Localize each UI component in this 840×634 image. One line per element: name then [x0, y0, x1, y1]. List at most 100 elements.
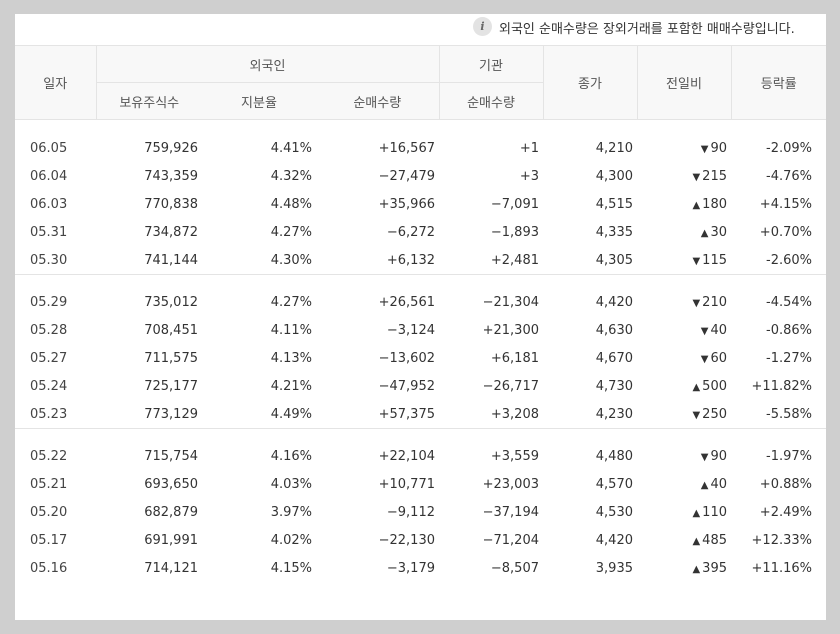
change-cell: ▲ 395	[637, 554, 731, 582]
header-close: 종가	[542, 45, 637, 120]
header-holdings: 보유주식수	[95, 82, 202, 120]
ratio-cell: 4.13%	[270, 350, 312, 366]
change-value: 500	[702, 378, 727, 394]
ratio-cell: 4.03%	[270, 476, 312, 492]
date-cell: 06.03	[30, 196, 68, 212]
rate-cell: +11.82%	[751, 378, 812, 394]
triangle-down-icon: ▼	[700, 451, 709, 463]
change-cell: ▼ 90	[637, 134, 731, 162]
net-inst-cell: +2,481	[490, 252, 539, 268]
header-foreign: 외국인	[95, 45, 439, 83]
holdings-cell: 693,650	[144, 476, 198, 492]
rate-cell: +0.70%	[759, 224, 812, 240]
header-institution: 기관	[438, 45, 543, 83]
net-foreign-cell: +16,567	[378, 140, 435, 156]
rate-cell: +4.15%	[759, 196, 812, 212]
close-cell: 4,515	[595, 196, 633, 212]
change-value: 180	[702, 196, 727, 212]
holdings-cell: 715,754	[144, 448, 198, 464]
holdings-cell: 691,991	[144, 532, 198, 548]
group-divider	[15, 428, 826, 442]
triangle-up-icon: ▲	[692, 535, 701, 547]
date-cell: 06.05	[30, 140, 68, 156]
header-rate: 등락률	[730, 45, 826, 120]
rate-cell: -4.76%	[766, 168, 812, 184]
triangle-down-icon: ▼	[692, 409, 701, 421]
change-cell: ▼ 210	[637, 288, 731, 316]
notice-text: 외국인 순매수량은 장외거래를 포함한 매매수량입니다.	[499, 22, 795, 37]
net-inst-cell: −7,091	[490, 196, 539, 212]
change-value: 90	[710, 448, 727, 464]
close-cell: 4,730	[595, 378, 633, 394]
close-cell: 4,420	[595, 294, 633, 310]
change-cell: ▲ 30	[637, 218, 731, 246]
close-cell: 4,300	[595, 168, 633, 184]
close-cell: 4,570	[595, 476, 633, 492]
date-cell: 05.29	[30, 294, 68, 310]
holdings-cell: 682,879	[144, 504, 198, 520]
change-cell: ▼ 90	[637, 442, 731, 470]
holdings-cell: 773,129	[144, 406, 198, 422]
date-cell: 05.31	[30, 224, 68, 240]
net-foreign-cell: −27,479	[378, 168, 435, 184]
rate-cell: -2.60%	[766, 252, 812, 268]
table-row: 05.31 734,872 4.27% −6,272 −1,893 4,335 ▲ 30 +0.…	[15, 218, 826, 246]
change-value: 485	[702, 532, 727, 548]
change-cell: ▲ 500	[637, 372, 731, 400]
ratio-cell: 4.27%	[270, 294, 312, 310]
holdings-cell: 759,926	[144, 140, 198, 156]
ratio-cell: 4.11%	[270, 322, 312, 338]
ratio-cell: 4.02%	[270, 532, 312, 548]
date-cell: 05.16	[30, 560, 68, 576]
close-cell: 4,670	[595, 350, 633, 366]
change-cell: ▼ 40	[637, 316, 731, 344]
date-cell: 06.04	[30, 168, 68, 184]
date-cell: 05.30	[30, 252, 68, 268]
change-cell: ▲ 110	[637, 498, 731, 526]
change-cell: ▼ 115	[637, 246, 731, 274]
change-value: 60	[710, 350, 727, 366]
triangle-up-icon: ▲	[692, 563, 701, 575]
change-value: 215	[702, 168, 727, 184]
change-value: 40	[710, 322, 727, 338]
triangle-down-icon: ▼	[692, 255, 701, 267]
ratio-cell: 4.49%	[270, 406, 312, 422]
holdings-cell: 735,012	[144, 294, 198, 310]
holdings-cell: 743,359	[144, 168, 198, 184]
net-inst-cell: −1,893	[490, 224, 539, 240]
net-foreign-cell: +10,771	[378, 476, 435, 492]
change-value: 115	[702, 252, 727, 268]
change-cell: ▲ 485	[637, 526, 731, 554]
net-foreign-cell: +6,132	[386, 252, 435, 268]
net-inst-cell: +6,181	[490, 350, 539, 366]
net-inst-cell: −26,717	[482, 378, 539, 394]
triangle-down-icon: ▼	[700, 143, 709, 155]
rate-cell: +12.33%	[751, 532, 812, 548]
separator-cell	[15, 120, 826, 135]
ratio-cell: 4.32%	[270, 168, 312, 184]
header-net-foreign: 순매수량	[316, 82, 439, 120]
change-value: 30	[710, 224, 727, 240]
table-row: 05.28 708,451 4.11% −3,124 +21,300 4,630 ▼ 40 -0…	[15, 316, 826, 344]
net-foreign-cell: −3,124	[386, 322, 435, 338]
rate-cell: -5.58%	[766, 406, 812, 422]
table-row: 05.21 693,650 4.03% +10,771 +23,003 4,570 ▲ 40 +…	[15, 470, 826, 498]
table-row: 06.05 759,926 4.41% +16,567 +1 4,210 ▼ 90 -2.09%	[15, 134, 826, 162]
table-row: 05.30 741,144 4.30% +6,132 +2,481 4,305 ▼ 115 -2…	[15, 246, 826, 274]
change-cell: ▲ 40	[637, 470, 731, 498]
rate-cell: +2.49%	[759, 504, 812, 520]
rate-cell: -1.27%	[766, 350, 812, 366]
info-icon: i	[473, 17, 492, 36]
table-row: 06.04 743,359 4.32% −27,479 +3 4,300 ▼ 215 -4.76…	[15, 162, 826, 190]
net-foreign-cell: +26,561	[378, 294, 435, 310]
close-cell: 3,935	[595, 560, 633, 576]
net-foreign-cell: −47,952	[378, 378, 435, 394]
date-cell: 05.20	[30, 504, 68, 520]
ratio-cell: 4.21%	[270, 378, 312, 394]
net-foreign-cell: +22,104	[378, 448, 435, 464]
net-foreign-cell: −13,602	[378, 350, 435, 366]
ratio-cell: 4.15%	[270, 560, 312, 576]
close-cell: 4,210	[595, 140, 633, 156]
triangle-up-icon: ▲	[700, 479, 709, 491]
divider-line	[15, 428, 826, 442]
